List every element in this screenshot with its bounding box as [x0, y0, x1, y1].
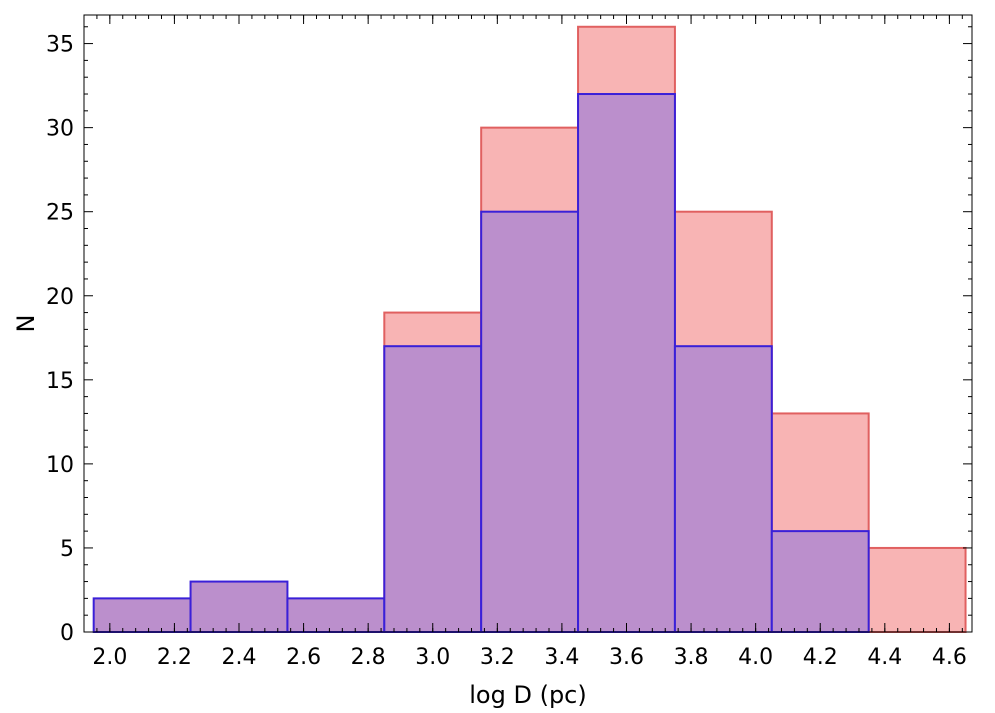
y-tick-label: 0: [60, 621, 74, 646]
x-tick-label: 2.4: [221, 645, 256, 670]
x-tick-label: 3.8: [674, 645, 709, 670]
bar-series2-bin8: [770, 530, 870, 633]
y-tick-label: 25: [46, 201, 74, 226]
x-tick-label: 3.4: [544, 645, 579, 670]
x-tick-label: 4.6: [932, 645, 967, 670]
x-tick-label: 4.0: [738, 645, 773, 670]
x-tick-label: 3.6: [609, 645, 644, 670]
plot-frame: [83, 14, 973, 633]
y-tick-label: 5: [60, 537, 74, 562]
x-tick-label: 3.2: [480, 645, 515, 670]
x-axis-label: log D (pc): [469, 681, 586, 709]
bar-series1-bin9: [867, 546, 967, 634]
y-tick-label: 35: [46, 33, 74, 58]
x-tick-label: 2.6: [286, 645, 321, 670]
bar-series2-bin4: [383, 345, 483, 633]
x-tick-label: 4.4: [867, 645, 902, 670]
y-tick-label: 30: [46, 117, 74, 142]
bar-series2-bin3: [286, 597, 386, 634]
bar-series2-bin7: [673, 345, 773, 633]
y-tick-label: 10: [46, 453, 74, 478]
x-tick-label: 4.2: [803, 645, 838, 670]
x-tick-label: 2.8: [351, 645, 386, 670]
y-tick-label: 15: [46, 369, 74, 394]
x-tick-label: 2.0: [92, 645, 127, 670]
bar-series2-bin6: [577, 93, 676, 633]
ticks-layer: 2.0 2.2 2.4 2.6 2.8 3.0 3.2 3.4 3.6 3.8 4.0 4.2 4.4 4…: [46, 15, 972, 670]
bars-layer: [92, 25, 967, 634]
bar-series2-bin5: [480, 210, 580, 633]
y-tick-label: 20: [46, 285, 74, 310]
y-axis-label: N: [12, 315, 40, 333]
x-tick-label: 2.2: [157, 645, 192, 670]
x-tick-label: 3.0: [415, 645, 450, 670]
bar-series2-bin1: [92, 597, 192, 634]
